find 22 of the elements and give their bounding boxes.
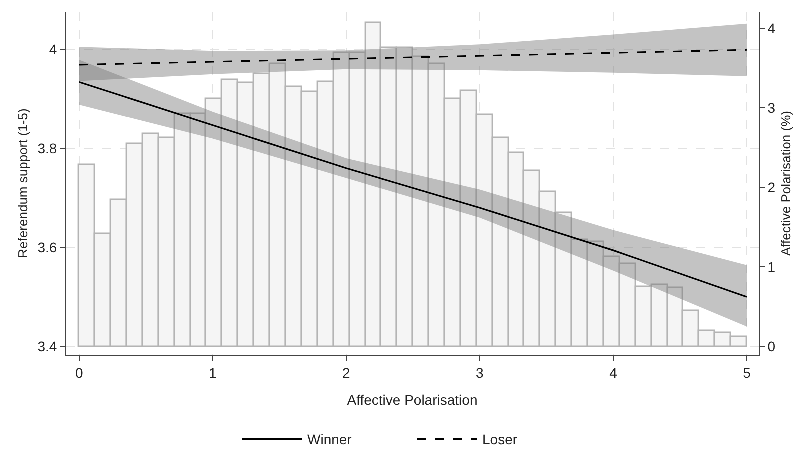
y-tick-label: 3.4 [38, 338, 58, 354]
x-tick-label: 4 [610, 364, 618, 381]
y2-tick-label: 2 [768, 180, 776, 196]
line-series [78, 81, 748, 298]
y2-tick-label: 3 [768, 100, 776, 116]
y-tick-label: 3.8 [38, 140, 58, 157]
legend-label: Loser [482, 432, 518, 448]
x-axis-title: Affective Polarisation [347, 392, 478, 408]
y-tick-label: 4 [49, 42, 58, 58]
y2-tick-label: 0 [768, 338, 776, 354]
x-tick-label: 1 [208, 364, 217, 381]
y2-tick-label: 1 [768, 259, 776, 275]
x-tick-label: 5 [743, 364, 752, 381]
y-axis-title: Referendum support (1-5) [16, 108, 31, 258]
x-tick-label: 2 [342, 364, 350, 381]
legend-label: Winner [308, 432, 352, 448]
x-tick-label: 0 [75, 364, 84, 381]
y-tick-label: 3.6 [38, 240, 58, 256]
y2-tick-label: 4 [768, 20, 776, 37]
line-series [78, 49, 748, 66]
y2-axis-title: Affective Polarisation (%) [778, 111, 794, 256]
x-tick-label: 3 [476, 364, 484, 381]
